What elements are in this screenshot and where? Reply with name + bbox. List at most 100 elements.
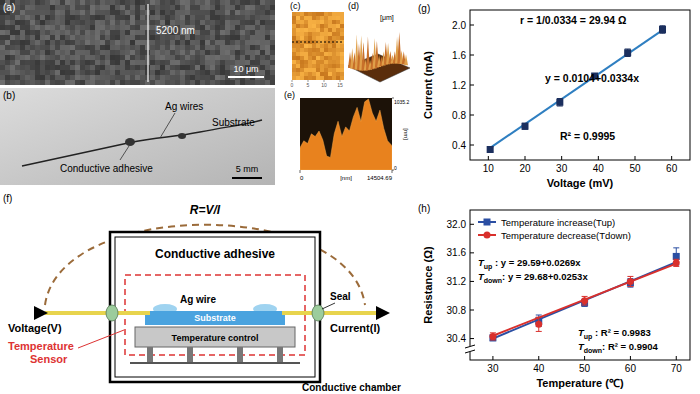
afm-texture [324,20,328,24]
sem-texture [190,0,195,5]
sem-texture [5,35,10,40]
sem-texture [30,30,35,35]
sem-texture [30,25,35,30]
sem-texture [255,15,260,20]
sem-texture [225,25,230,30]
sem-texture [265,55,270,60]
tick [635,156,636,160]
afm-texture [316,16,320,20]
sem-texture [225,40,230,45]
afm-texture [320,76,324,80]
error-cap [536,315,542,316]
sem-texture [215,35,220,40]
sem-texture [135,15,140,20]
sem-texture [40,80,45,85]
afm-texture [336,24,340,28]
panel-b: Ag wiresSubstrateConductive adhesive5 mm… [0,88,275,185]
sem-texture [210,80,215,85]
sem-texture [215,75,220,80]
sem-texture [195,30,200,35]
sem-texture [170,0,175,5]
error-cap [627,286,633,287]
afm-texture [296,76,300,80]
sem-texture [245,30,250,35]
afm-texture [296,60,300,64]
sem-texture [205,75,210,80]
sem-texture [115,20,120,25]
sem-texture [125,60,130,65]
sem-texture [185,40,190,45]
sem-texture [120,50,125,55]
tick-label: 2.0 [452,20,466,31]
sem-texture [230,50,235,55]
afm-texture [324,28,328,32]
sem-texture [195,35,200,40]
afm-texture [328,44,332,48]
sem-texture [95,40,100,45]
afm-texture [324,32,328,36]
afm-texture [308,64,312,68]
sem-texture [175,45,180,50]
sem-texture [250,20,255,25]
sem-texture [30,45,35,50]
sem-texture [125,45,130,50]
sem-texture [110,65,115,70]
annotation-text: : R² = 0.9904 [602,341,658,352]
sem-texture [215,10,220,15]
sem-texture [270,75,275,80]
sem-texture [15,40,20,45]
sem-texture [115,30,120,35]
sem-texture [10,20,15,25]
sem-texture [75,80,80,85]
sem-texture [85,35,90,40]
tick [492,356,493,360]
afm-texture [308,56,312,60]
afm-texture [320,20,324,24]
tick-label: 1.6 [452,50,466,61]
afm-texture [320,12,324,16]
sem-texture [25,5,30,10]
sem-texture [60,15,65,20]
sem-texture [270,0,275,5]
sem-texture [80,0,85,5]
sem-texture [240,15,245,20]
fit-line [493,262,676,338]
error-cap [536,317,542,318]
sem-texture [75,0,80,5]
sem-texture [210,70,215,75]
sem-texture [110,70,115,75]
sem-texture [205,25,210,30]
afm-texture [312,20,316,24]
sem-texture [25,65,30,70]
sem-texture [70,15,75,20]
sem-texture [40,0,45,5]
sem-texture [35,70,40,75]
afm-texture [304,28,308,32]
sem-texture [200,30,205,35]
sem-texture [25,50,30,55]
afm-texture [316,52,320,56]
sem-texture [55,65,60,70]
sem-texture [170,40,175,45]
sem-texture [250,25,255,30]
sem-texture [95,10,100,15]
sem-texture [85,5,90,10]
sem-texture [200,25,205,30]
sem-texture [20,15,25,20]
sem-texture [265,30,270,35]
sem-texture [0,50,5,55]
afm-texture [340,12,344,16]
sem-texture [70,45,75,50]
afm-texture [336,36,340,40]
sem-texture [160,75,165,80]
sem-texture [200,55,205,60]
sem-texture [160,50,165,55]
sem-texture [135,20,140,25]
sem-texture [250,10,255,15]
afm-texture [292,76,296,80]
afm-texture [312,44,316,48]
label: Substrate [212,117,255,128]
point [624,49,631,56]
sem-texture [270,15,275,20]
sem-texture [75,45,80,50]
